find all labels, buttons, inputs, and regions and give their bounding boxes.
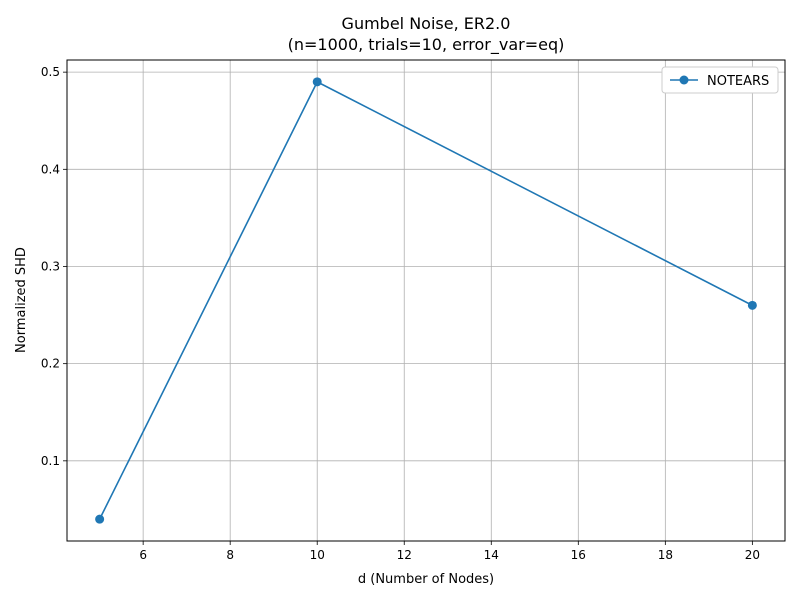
x-tick-label: 20 bbox=[745, 548, 760, 562]
grid bbox=[67, 60, 785, 541]
y-tick-label: 0.1 bbox=[41, 454, 60, 468]
ticks: 6 8 10 12 14 16 18 20 0.1 0.2 0.3 0.4 0.5 bbox=[41, 65, 760, 562]
chart-subtitle: (n=1000, trials=10, error_var=eq) bbox=[288, 35, 565, 55]
x-tick-label: 18 bbox=[658, 548, 673, 562]
data-point bbox=[95, 514, 105, 524]
x-tick-label: 16 bbox=[571, 548, 586, 562]
y-tick-label: 0.4 bbox=[41, 162, 60, 176]
series-line bbox=[98, 81, 753, 520]
data-point bbox=[312, 77, 322, 87]
x-tick-label: 6 bbox=[139, 548, 147, 562]
legend-box bbox=[661, 66, 779, 94]
y-tick-label: 0.2 bbox=[41, 357, 60, 371]
x-axis-label: d (Number of Nodes) bbox=[358, 572, 494, 587]
y-tick-label: 0.3 bbox=[41, 259, 60, 273]
legend: NOTEARS bbox=[661, 66, 779, 94]
plot-frame bbox=[66, 59, 786, 542]
y-tick-label: 0.5 bbox=[41, 65, 60, 79]
data-point bbox=[747, 300, 757, 310]
x-tick-label: 14 bbox=[484, 548, 499, 562]
x-tick-label: 8 bbox=[226, 548, 234, 562]
chart-title: Gumbel Noise, ER2.0 bbox=[342, 14, 511, 33]
legend-label-notears: NOTEARS bbox=[707, 74, 769, 89]
y-axis-label: Normalized SHD bbox=[14, 247, 29, 353]
legend-marker bbox=[679, 75, 689, 85]
x-tick-label: 10 bbox=[310, 548, 325, 562]
series-layer bbox=[95, 77, 757, 524]
x-tick-label: 12 bbox=[397, 548, 412, 562]
